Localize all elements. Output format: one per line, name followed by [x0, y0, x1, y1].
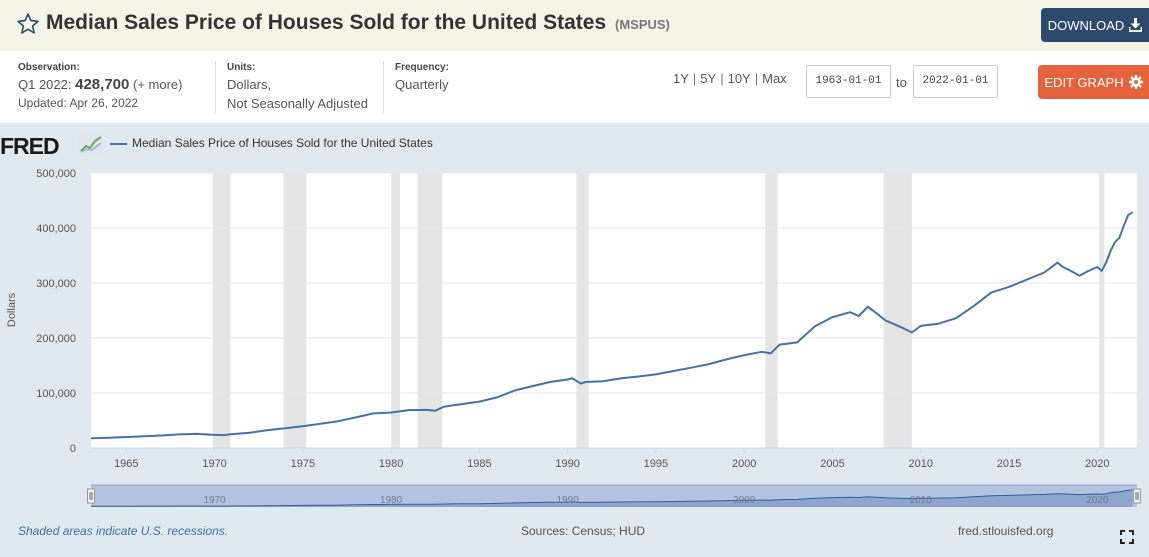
- units-label: Units:: [227, 62, 256, 73]
- site-link[interactable]: fred.stlouisfed.org: [958, 524, 1054, 538]
- series-header: Median Sales Price of Houses Sold for th…: [0, 0, 1149, 51]
- units-line1: Dollars,: [227, 77, 272, 92]
- date-range-buttons: 1Y | 5Y | 10Y | Max: [673, 71, 787, 86]
- navigator-handle[interactable]: [1133, 488, 1141, 504]
- navigator-area: [91, 490, 1133, 507]
- recession-band: [417, 173, 443, 448]
- download-icon: [1129, 18, 1143, 32]
- start-date-input[interactable]: 1963-01-01: [806, 65, 891, 98]
- navigator-tick-label: 1980: [380, 495, 403, 506]
- observation-more-link[interactable]: (+ more): [132, 77, 183, 92]
- sources-text: Sources: Census; HUD: [521, 524, 646, 538]
- x-tick-label: 1995: [644, 458, 668, 470]
- x-tick-label: 1985: [467, 458, 491, 470]
- recession-note-link[interactable]: Shaded areas indicate U.S. recessions.: [18, 524, 229, 538]
- navigator-tick-label: 1990: [557, 495, 580, 506]
- range-max-button[interactable]: Max: [762, 71, 787, 86]
- y-tick-label: 500,000: [36, 168, 76, 180]
- range-1y-button[interactable]: 1Y: [673, 71, 689, 86]
- navigator-handle[interactable]: [87, 488, 95, 504]
- x-tick-label: 2010: [908, 458, 932, 470]
- range-separator: |: [720, 71, 724, 86]
- series-id: (MSPUS): [614, 17, 670, 32]
- units-block: Units: Dollars, Not Seasonally Adjusted: [227, 61, 368, 113]
- meta-divider: [215, 61, 216, 113]
- x-tick-label: 1980: [379, 458, 403, 470]
- star-outline-icon[interactable]: [16, 12, 40, 36]
- y-tick-label: 300,000: [36, 278, 76, 290]
- plot-area: [91, 173, 1137, 448]
- legend-label: Median Sales Price of Houses Sold for th…: [132, 136, 433, 150]
- x-tick-label: 1975: [291, 458, 315, 470]
- fred-logo[interactable]: FRED: [0, 133, 60, 159]
- x-tick-label: 1970: [202, 458, 226, 470]
- y-tick-label: 0: [70, 443, 76, 455]
- recession-band: [391, 173, 400, 448]
- observation-label: Observation:: [18, 62, 80, 73]
- recession-band: [883, 173, 912, 448]
- range-separator: |: [692, 71, 697, 86]
- y-tick-label: 100,000: [36, 388, 76, 400]
- x-tick-label: 2000: [732, 458, 756, 470]
- frequency-block: Frequency: Quarterly: [395, 61, 449, 94]
- recession-band: [283, 173, 307, 448]
- navigator-tick-label: 2010: [910, 495, 933, 506]
- download-button-label: DOWNLOAD: [1047, 17, 1125, 33]
- recession-band: [765, 173, 778, 448]
- frequency-label: Frequency:: [395, 62, 449, 73]
- fred-chart-icon: [79, 134, 103, 154]
- recession-band: [212, 173, 231, 448]
- line-chart[interactable]: 0 100,000 200,000 300,000 400,000 500,000 1965…: [0, 123, 1149, 557]
- units-line2: Not Seasonally Adjusted: [227, 96, 368, 111]
- date-to-label: to: [896, 75, 907, 90]
- graph-panel: FRED Median Sales Price of Houses Sold f…: [0, 123, 1149, 557]
- updated-date: Updated: Apr 26, 2022: [18, 96, 139, 110]
- download-button[interactable]: DOWNLOAD: [1041, 8, 1149, 42]
- legend-swatch: [110, 143, 127, 145]
- y-tick-label: 400,000: [36, 223, 76, 235]
- observation-line: Q1 2022: 428,700 (+ more): [18, 75, 182, 94]
- observation-block: Observation: Q1 2022: 428,700 (+ more) U…: [18, 61, 182, 113]
- observation-period: Q1 2022:: [18, 77, 72, 92]
- edit-graph-label: EDIT GRAPH: [1044, 74, 1124, 90]
- range-separator: |: [754, 71, 759, 86]
- end-date-input[interactable]: 2022-01-01: [913, 65, 998, 98]
- range-5y-button[interactable]: 5Y: [700, 71, 717, 86]
- navigator-series-line: [91, 489, 1133, 507]
- range-10y-button[interactable]: 10Y: [727, 71, 751, 86]
- series-title: Median Sales Price of Houses Sold for th…: [46, 11, 607, 34]
- y-tick-label: 200,000: [36, 333, 76, 345]
- page-title: Median Sales Price of Houses Sold for th…: [46, 11, 670, 35]
- gear-icon: [1128, 75, 1143, 89]
- observation-value: 428,700: [75, 76, 130, 93]
- x-tick-label: 2015: [997, 458, 1021, 470]
- x-tick-label: 2005: [820, 458, 844, 470]
- x-tick-label: 1965: [114, 458, 138, 470]
- x-tick-label: 2020: [1085, 458, 1109, 470]
- recession-band: [576, 173, 589, 448]
- fullscreen-icon[interactable]: [1120, 530, 1134, 544]
- series-line[interactable]: [90, 211, 1134, 440]
- navigator-tick-label: 1970: [203, 495, 226, 506]
- edit-graph-button[interactable]: EDIT GRAPH: [1038, 65, 1149, 99]
- recession-band: [1099, 173, 1105, 448]
- x-tick-label: 1990: [555, 458, 579, 470]
- series-meta: Observation: Q1 2022: 428,700 (+ more) U…: [0, 51, 1149, 123]
- navigator-tick-label: 2000: [733, 495, 756, 506]
- navigator-tick-label: 2020: [1086, 495, 1109, 506]
- meta-divider: [383, 61, 384, 113]
- frequency-value: Quarterly: [395, 77, 449, 92]
